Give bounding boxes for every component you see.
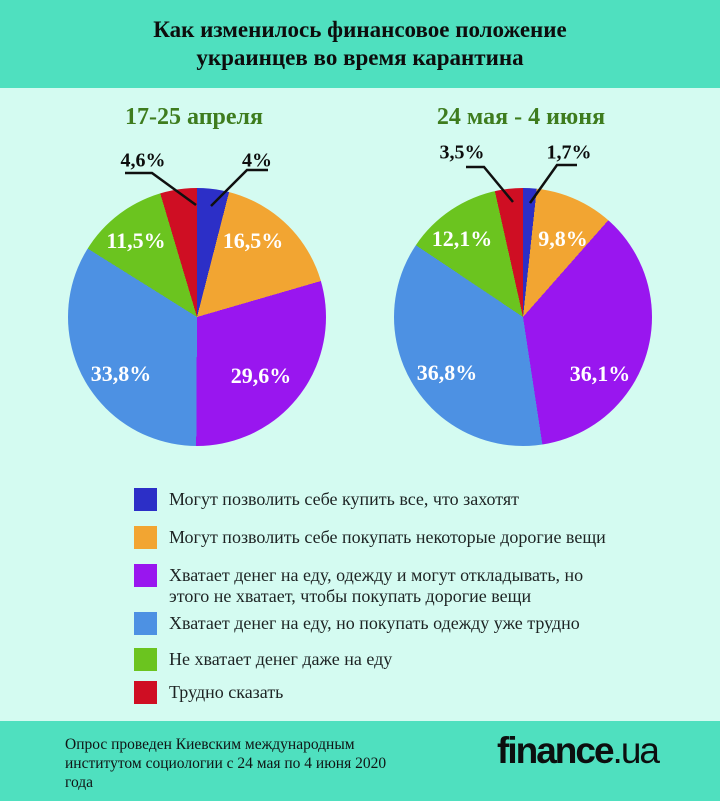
header-banner: Как изменилось финансовое положение укра… xyxy=(0,0,720,88)
finance-ua-logo: finance.ua xyxy=(497,730,660,772)
footer-banner: Опрос проведен Киевским международным ин… xyxy=(0,721,720,801)
legend-swatch xyxy=(134,526,157,549)
legend-swatch xyxy=(134,681,157,704)
callout-label: 4% xyxy=(242,149,272,172)
legend-item-not-enough-food: Не хватает денег даже на еду xyxy=(134,648,620,671)
legend-swatch xyxy=(134,564,157,587)
slice-label: 36,1% xyxy=(569,361,631,386)
leader-line-june-1-7 xyxy=(528,163,577,204)
legend-item-label: Не хватает денег даже на еду xyxy=(169,649,393,669)
legend-item-label: Могут позволить себе купить все, что зах… xyxy=(169,489,520,509)
callout-label: 3,5% xyxy=(439,141,485,164)
slice-label: 36,8% xyxy=(416,360,478,385)
slice-label: 11,5% xyxy=(106,228,166,253)
infographic-title: Как изменилось финансовое положение укра… xyxy=(153,17,567,70)
leader-line-april-4 xyxy=(210,168,268,207)
legend-item-label: Могут позволить себе покупать некоторые … xyxy=(169,527,606,547)
legend-item-label: Хватает денег на еду, но покупать одежду… xyxy=(169,613,580,633)
slice-label: 12,1% xyxy=(431,226,493,251)
legend-swatch xyxy=(134,648,157,671)
pie-chart-april xyxy=(68,188,326,446)
callout-label: 4,6% xyxy=(120,149,166,172)
survey-source-text: Опрос проведен Киевским международным ин… xyxy=(65,736,387,791)
chart-title-april: 17-25 апреля xyxy=(125,104,263,130)
chart-title-june: 24 мая - 4 июня xyxy=(436,104,606,130)
leader-line-april-4-6 xyxy=(125,171,197,207)
logo-ua-text: .ua xyxy=(612,730,660,771)
legend-item-can-buy-anything: Могут позволить себе купить все, что зах… xyxy=(134,488,620,511)
legend-item-hard-to-say: Трудно сказать xyxy=(134,681,620,704)
legend-item-some-expensive-things: Могут позволить себе покупать некоторые … xyxy=(134,526,620,549)
slice-label: 29,6% xyxy=(230,363,292,388)
logo-finance-text: finance xyxy=(497,730,615,771)
legend-item-enough-food-only: Хватает денег на еду, но покупать одежду… xyxy=(134,612,620,635)
legend-swatch xyxy=(134,488,157,511)
callout-label: 1,7% xyxy=(546,141,592,164)
slice-label: 16,5% xyxy=(222,228,284,253)
leader-line-june-3-5 xyxy=(466,165,514,203)
slice-label: 33,8% xyxy=(90,361,152,386)
legend-swatch xyxy=(134,612,157,635)
legend-item-label: Хватает денег на еду, одежду и могут отк… xyxy=(169,565,584,606)
pie-chart-june xyxy=(394,188,652,446)
legend-item-label: Трудно сказать xyxy=(169,682,284,702)
slice-label: 9,8% xyxy=(538,226,588,251)
legend-item-enough-food-clothes-savings: Хватает денег на еду, одежду и могут отк… xyxy=(134,564,620,607)
